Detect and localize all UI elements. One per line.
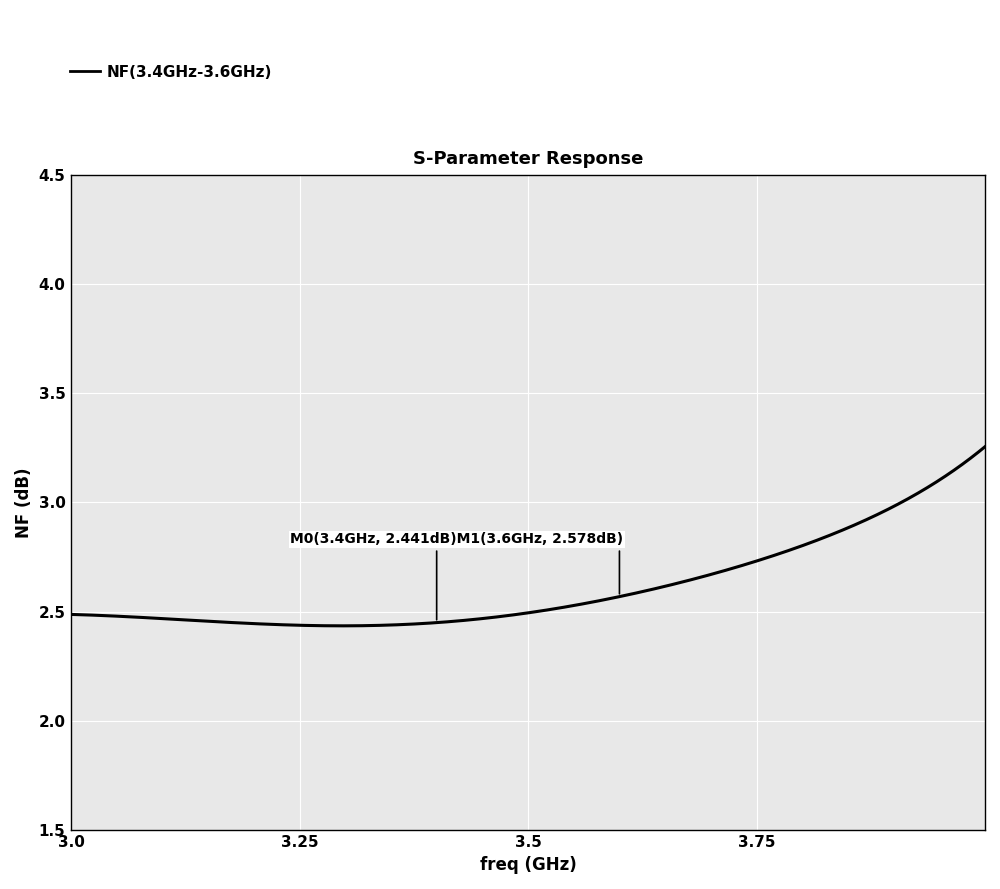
Y-axis label: NF (dB): NF (dB) xyxy=(15,468,33,538)
Legend: NF(3.4GHz-3.6GHz): NF(3.4GHz-3.6GHz) xyxy=(70,65,272,80)
Text: M0(3.4GHz, 2.441dB)M1(3.6GHz, 2.578dB): M0(3.4GHz, 2.441dB)M1(3.6GHz, 2.578dB) xyxy=(290,533,624,546)
Title: S-Parameter Response: S-Parameter Response xyxy=(413,150,643,168)
X-axis label: freq (GHz): freq (GHz) xyxy=(480,856,576,874)
